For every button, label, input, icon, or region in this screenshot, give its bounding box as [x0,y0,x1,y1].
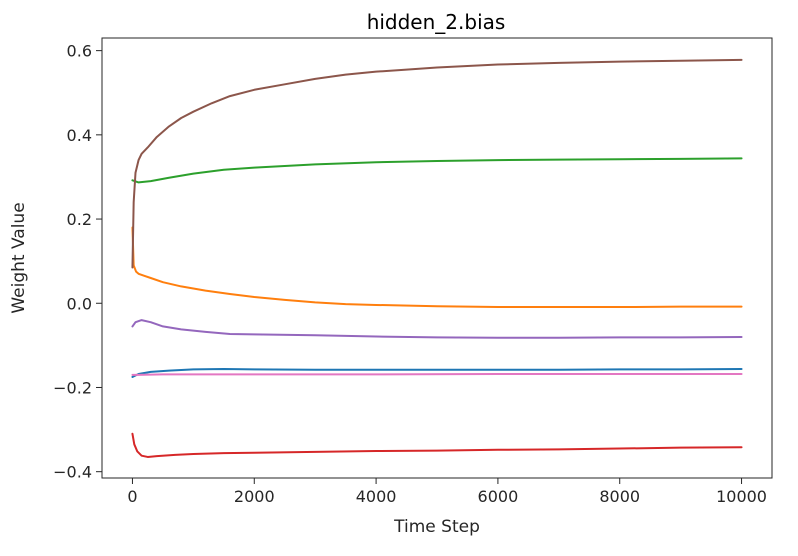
y-tick-label: 0.4 [67,126,92,145]
x-tick-label: 6000 [478,487,519,506]
x-tick-label: 2000 [234,487,275,506]
y-tick-label: 0.2 [67,210,92,229]
x-axis: 0 2000 4000 6000 8000 10000 [127,478,767,506]
plot-frame [101,37,773,479]
x-tick-label: 0 [127,487,137,506]
x-tick-label: 10000 [716,487,767,506]
y-tick-label: −0.2 [53,378,92,397]
y-tick-label: 0.0 [67,294,92,313]
y-axis: −0.4 −0.2 0.0 0.2 0.4 0.6 [53,42,102,482]
x-tick-label: 4000 [356,487,397,506]
series-layer [131,58,743,458]
series-line-3 [131,157,743,184]
x-tick-label: 8000 [599,487,640,506]
series-line-1 [131,367,743,378]
chart-title: hidden_2.bias [367,10,506,34]
series-line-6 [131,58,743,269]
y-axis-label: Weight Value [9,202,29,313]
x-axis-label: Time Step [393,517,480,537]
y-tick-label: −0.4 [53,463,92,482]
y-tick-label: 0.6 [67,42,92,61]
series-line-2 [131,226,743,309]
series-line-5 [131,319,743,339]
series-line-4 [131,432,743,458]
series-line-7 [131,373,743,376]
